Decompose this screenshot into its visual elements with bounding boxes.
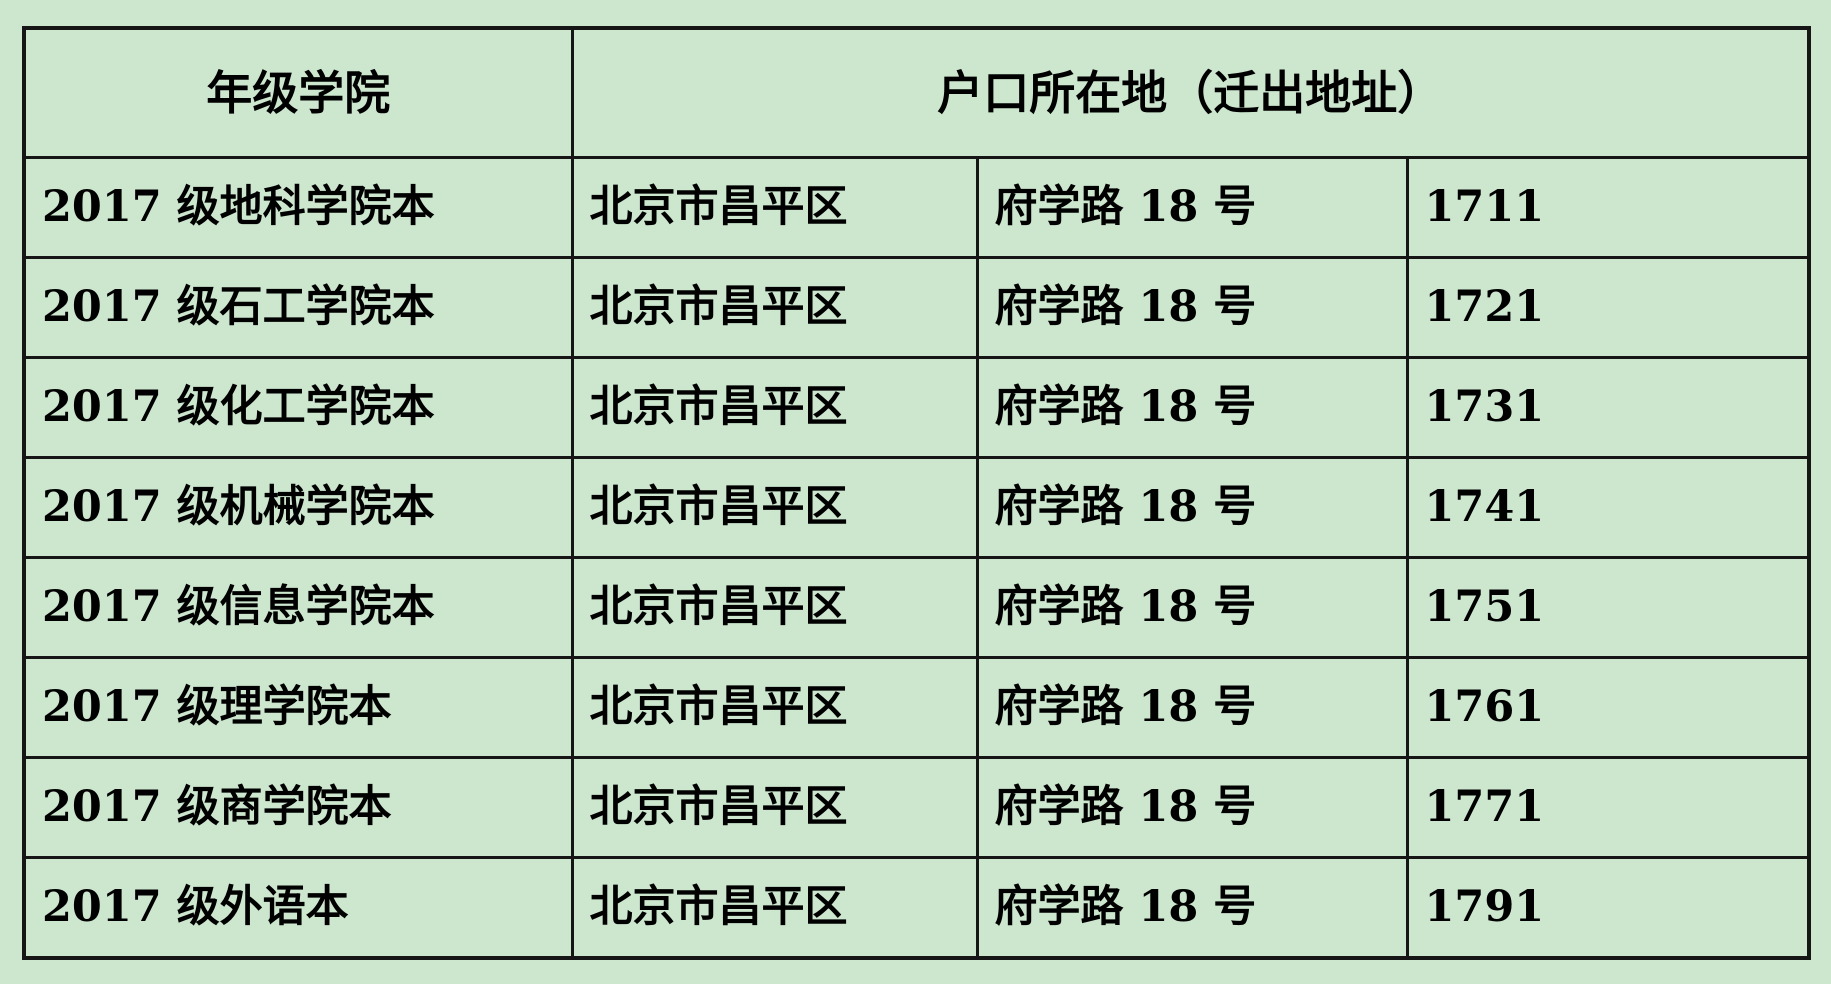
cell-street: 府学路 18 号 — [975, 756, 1409, 859]
cell-college: 2017 级化工学院本 — [22, 356, 574, 459]
header-grade-college: 年级学院 — [22, 26, 574, 159]
cell-code: 1761 — [1405, 656, 1811, 759]
cell-street: 府学路 18 号 — [975, 456, 1409, 559]
cell-college: 2017 级地科学院本 — [22, 156, 574, 259]
residence-table: 年级学院 户口所在地（迁出地址） 2017 级地科学院本 北京市昌平区 府学路 … — [22, 26, 1812, 960]
cell-street: 府学路 18 号 — [975, 656, 1409, 759]
header-registered-residence: 户口所在地（迁出地址） — [570, 26, 1811, 159]
cell-district: 北京市昌平区 — [570, 256, 979, 359]
cell-district: 北京市昌平区 — [570, 156, 979, 259]
cell-street: 府学路 18 号 — [975, 556, 1409, 659]
cell-college: 2017 级理学院本 — [22, 656, 574, 759]
cell-college: 2017 级石工学院本 — [22, 256, 574, 359]
table-row: 2017 级化工学院本 北京市昌平区 府学路 18 号 1731 — [22, 356, 1811, 459]
cell-district: 北京市昌平区 — [570, 456, 979, 559]
cell-district: 北京市昌平区 — [570, 556, 979, 659]
cell-code: 1711 — [1405, 156, 1811, 259]
cell-code: 1771 — [1405, 756, 1811, 859]
cell-district: 北京市昌平区 — [570, 356, 979, 459]
cell-code: 1791 — [1405, 856, 1811, 959]
table-row: 2017 级外语本 北京市昌平区 府学路 18 号 1791 — [22, 856, 1811, 959]
cell-street: 府学路 18 号 — [975, 256, 1409, 359]
table-row: 2017 级信息学院本 北京市昌平区 府学路 18 号 1751 — [22, 556, 1811, 659]
cell-code: 1731 — [1405, 356, 1811, 459]
cell-street: 府学路 18 号 — [975, 156, 1409, 259]
cell-college: 2017 级机械学院本 — [22, 456, 574, 559]
cell-street: 府学路 18 号 — [975, 856, 1409, 959]
table-row: 2017 级地科学院本 北京市昌平区 府学路 18 号 1711 — [22, 156, 1811, 259]
cell-district: 北京市昌平区 — [570, 756, 979, 859]
cell-district: 北京市昌平区 — [570, 656, 979, 759]
cell-code: 1721 — [1405, 256, 1811, 359]
table-row: 2017 级机械学院本 北京市昌平区 府学路 18 号 1741 — [22, 456, 1811, 559]
cell-code: 1751 — [1405, 556, 1811, 659]
cell-college: 2017 级外语本 — [22, 856, 574, 959]
cell-district: 北京市昌平区 — [570, 856, 979, 959]
cell-college: 2017 级商学院本 — [22, 756, 574, 859]
cell-code: 1741 — [1405, 456, 1811, 559]
table-row: 2017 级理学院本 北京市昌平区 府学路 18 号 1761 — [22, 656, 1811, 759]
table-row: 2017 级商学院本 北京市昌平区 府学路 18 号 1771 — [22, 756, 1811, 859]
cell-street: 府学路 18 号 — [975, 356, 1409, 459]
table-row: 2017 级石工学院本 北京市昌平区 府学路 18 号 1721 — [22, 256, 1811, 359]
table-header-row: 年级学院 户口所在地（迁出地址） — [22, 26, 1811, 159]
cell-college: 2017 级信息学院本 — [22, 556, 574, 659]
